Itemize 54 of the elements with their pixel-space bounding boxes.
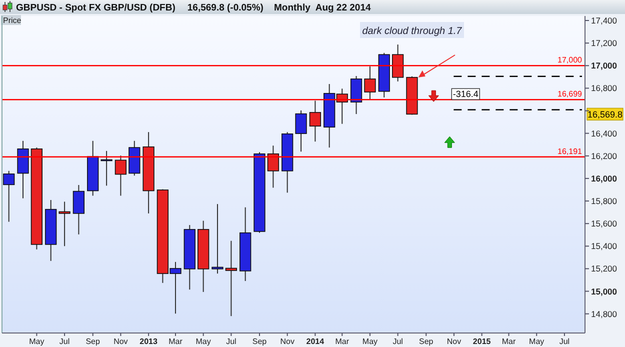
candlestick: [350, 76, 362, 115]
ref-line-label: 16,699: [558, 90, 583, 99]
x-tick-label: 2015: [472, 337, 492, 346]
x-tick-label: May: [196, 337, 211, 346]
y-tick-label: 17,000: [591, 60, 618, 71]
x-tick-label: Nov: [280, 337, 294, 346]
x-tick-label: Jul: [226, 337, 237, 346]
candlestick: [225, 240, 238, 317]
x-tick-label: 2014: [306, 337, 325, 346]
ref-line-label: 16,191: [558, 146, 583, 156]
y-tick-label: 17,200: [591, 38, 618, 48]
y-tick-label: 17,400: [591, 16, 618, 26]
x-tick-label: Sep: [419, 337, 434, 346]
candlestick: [212, 204, 224, 274]
candlestick: [267, 145, 280, 188]
candlestick: [295, 110, 307, 152]
chart-subtitle: 16,569.8 (-0.05%) Monthly Aug 22 2014: [187, 2, 372, 14]
chart-title: GBPUSD - Spot FX GBP/USD (DFB): [16, 2, 176, 14]
candlestick: [309, 100, 322, 142]
x-tick-label: May: [529, 337, 544, 346]
y-tick-label: 16,400: [591, 128, 618, 138]
candlestick: [72, 184, 85, 235]
annotation: -316.4: [452, 89, 478, 100]
candlestick: [114, 155, 127, 196]
y-tick-label: 16,000: [591, 173, 618, 184]
annotation: dark cloud through 1.7: [362, 26, 462, 37]
y-tick-label: 16,200: [591, 150, 618, 161]
candlestick: [58, 201, 70, 247]
x-tick-label: Nov: [114, 337, 128, 346]
x-tick-label: Mar: [168, 337, 183, 346]
y-tick-label: 15,000: [591, 286, 618, 296]
y-tick-label: 14,800: [591, 308, 618, 319]
ref-line-label: 17,000: [558, 56, 583, 65]
x-tick-label: 2013: [140, 337, 158, 346]
y-tick-label: 15,800: [591, 196, 618, 206]
x-tick-label: Mar: [335, 337, 350, 346]
annotation: 16,569.8: [587, 110, 623, 120]
x-tick-label: Sep: [86, 337, 101, 346]
x-tick-label: Nov: [446, 337, 462, 346]
x-tick-label: Jul: [392, 337, 404, 346]
candlestick: [392, 44, 404, 82]
y-axis-title: Price: [3, 16, 22, 25]
y-tick-label: 15,200: [591, 264, 618, 274]
x-tick-label: Mar: [502, 337, 516, 346]
candlestick: [364, 66, 376, 100]
x-tick-label: May: [362, 337, 378, 346]
x-tick-label: May: [29, 337, 44, 346]
x-tick-label: Sep: [252, 337, 268, 346]
y-tick-label: 15,600: [591, 218, 618, 229]
candlestick: [3, 170, 15, 222]
x-tick-label: Jul: [559, 337, 570, 346]
y-tick-label: 16,800: [591, 83, 618, 94]
x-tick-label: Jul: [59, 337, 70, 346]
y-tick-label: 15,400: [591, 241, 618, 252]
